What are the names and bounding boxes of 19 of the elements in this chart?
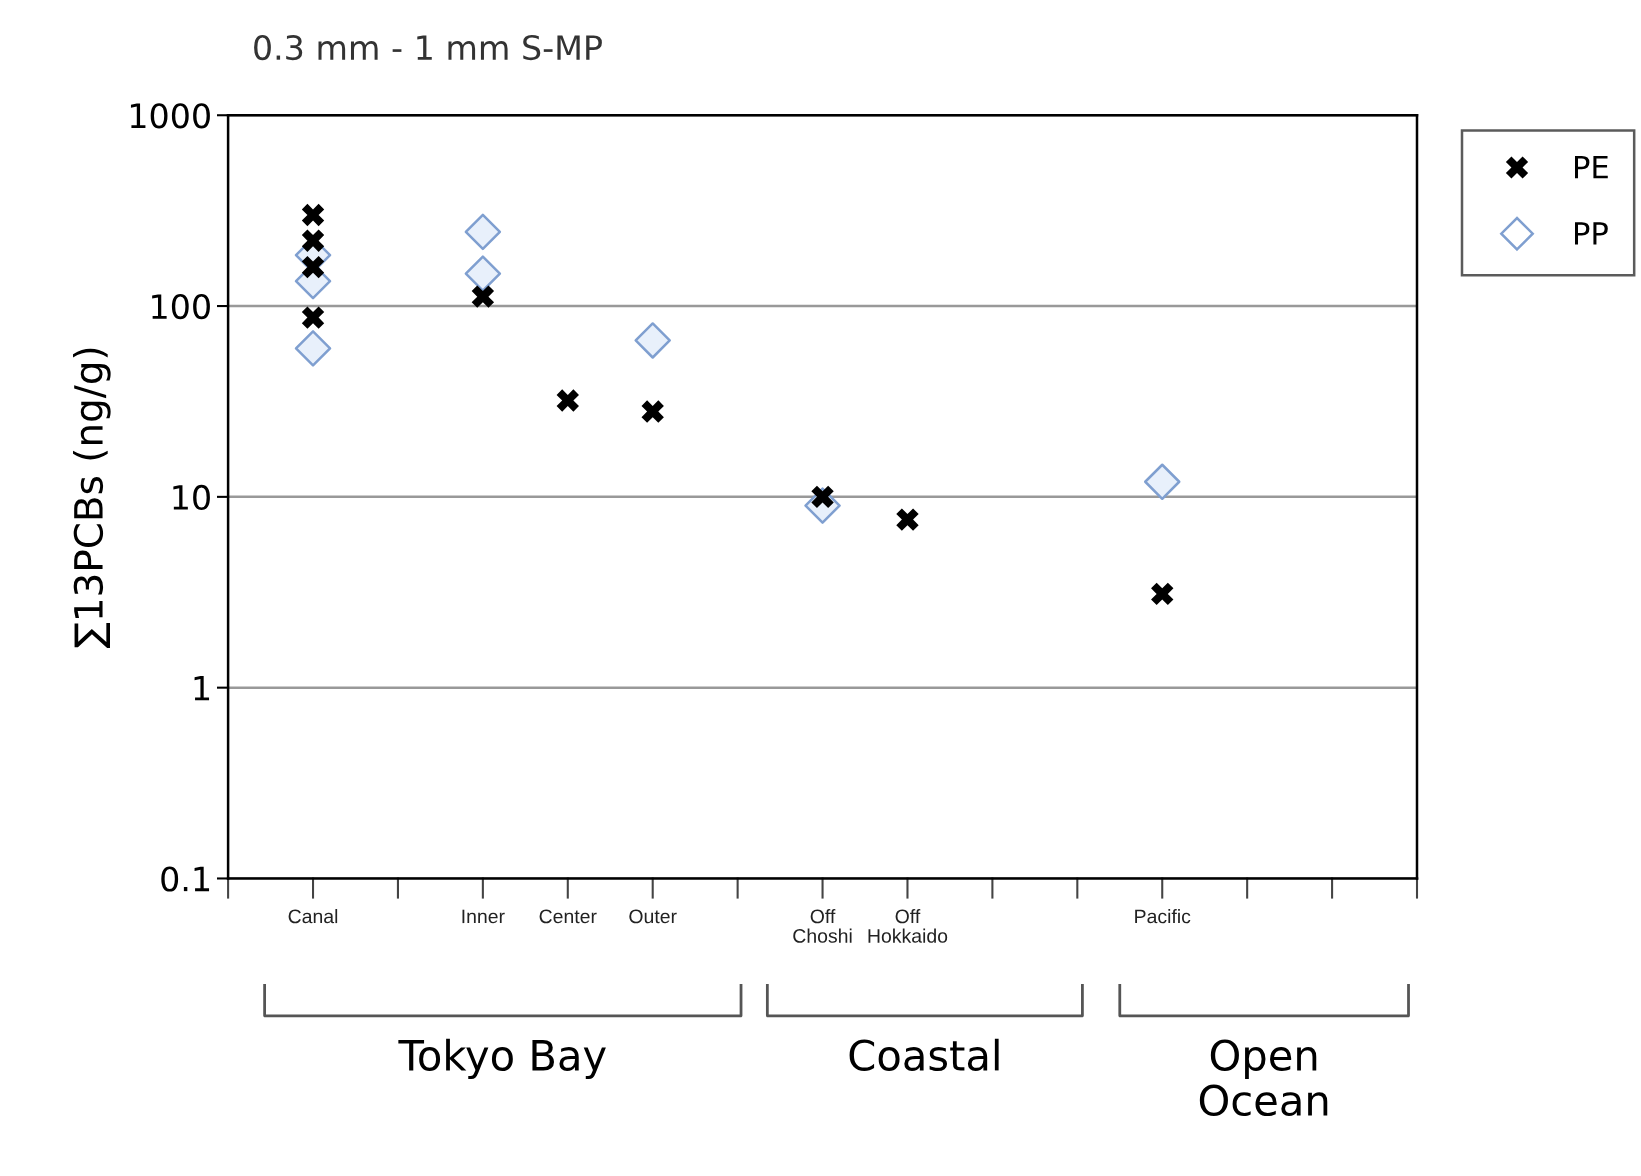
x-tick-label: Inner [462, 909, 505, 924]
x-tick-label: Canal [288, 909, 338, 924]
legend-label: PP [1575, 222, 1608, 245]
x-tick-label: Off Hokkaido [868, 909, 948, 943]
y-axis-title: ∑13PCBs (ng/g) [73, 348, 111, 648]
y-tick-label: 1000 [130, 103, 210, 129]
y-tick-label: 1 [194, 676, 210, 701]
chart-title: 0.3 mm - 1 mm S-MP [254, 34, 602, 61]
legend-label: PE [1575, 155, 1608, 179]
y-tick-label: 10 [173, 484, 210, 510]
x-tick-label: Off Choshi [793, 909, 852, 943]
x-tick-label: Pacific [1135, 909, 1191, 924]
y-tick-label: 100 [152, 293, 210, 320]
x-tick-label: Outer [629, 909, 677, 924]
text: Open Ocean [1199, 1039, 1328, 1117]
text: Tokyo Bay [398, 1038, 606, 1080]
y-tick-label: 0.1 [161, 866, 210, 892]
x-tick-label: Center [539, 909, 597, 924]
text: Coastal [849, 1038, 999, 1071]
